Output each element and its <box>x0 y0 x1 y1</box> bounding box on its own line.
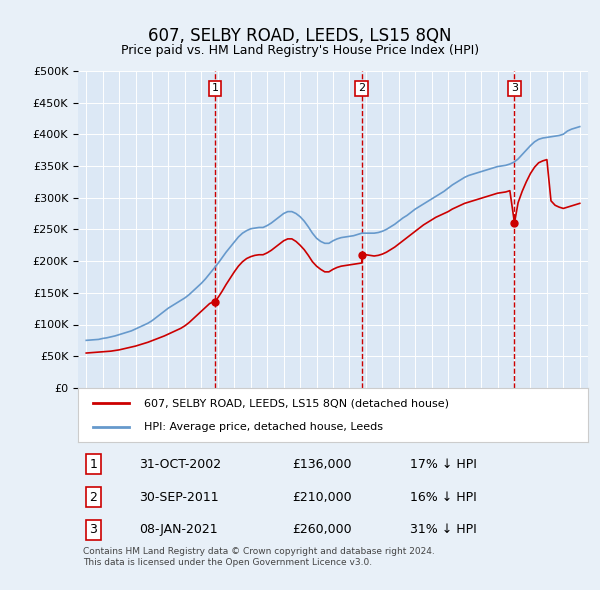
Text: 30-SEP-2011: 30-SEP-2011 <box>139 491 219 504</box>
Text: 16% ↓ HPI: 16% ↓ HPI <box>409 491 476 504</box>
Text: 2: 2 <box>358 84 365 93</box>
Text: £260,000: £260,000 <box>292 523 352 536</box>
Text: 1: 1 <box>212 84 218 93</box>
Text: 2: 2 <box>89 491 97 504</box>
Text: 31-OCT-2002: 31-OCT-2002 <box>139 458 221 471</box>
Text: 17% ↓ HPI: 17% ↓ HPI <box>409 458 476 471</box>
Text: 1: 1 <box>89 458 97 471</box>
Text: £136,000: £136,000 <box>292 458 352 471</box>
Text: 3: 3 <box>89 523 97 536</box>
Text: Contains HM Land Registry data © Crown copyright and database right 2024.
This d: Contains HM Land Registry data © Crown c… <box>83 548 435 567</box>
Text: HPI: Average price, detached house, Leeds: HPI: Average price, detached house, Leed… <box>145 422 383 432</box>
Text: 3: 3 <box>511 84 518 93</box>
Text: Price paid vs. HM Land Registry's House Price Index (HPI): Price paid vs. HM Land Registry's House … <box>121 44 479 57</box>
Text: £210,000: £210,000 <box>292 491 352 504</box>
Text: 607, SELBY ROAD, LEEDS, LS15 8QN: 607, SELBY ROAD, LEEDS, LS15 8QN <box>148 27 452 45</box>
Text: 607, SELBY ROAD, LEEDS, LS15 8QN (detached house): 607, SELBY ROAD, LEEDS, LS15 8QN (detach… <box>145 398 449 408</box>
Text: 08-JAN-2021: 08-JAN-2021 <box>139 523 218 536</box>
Text: 31% ↓ HPI: 31% ↓ HPI <box>409 523 476 536</box>
